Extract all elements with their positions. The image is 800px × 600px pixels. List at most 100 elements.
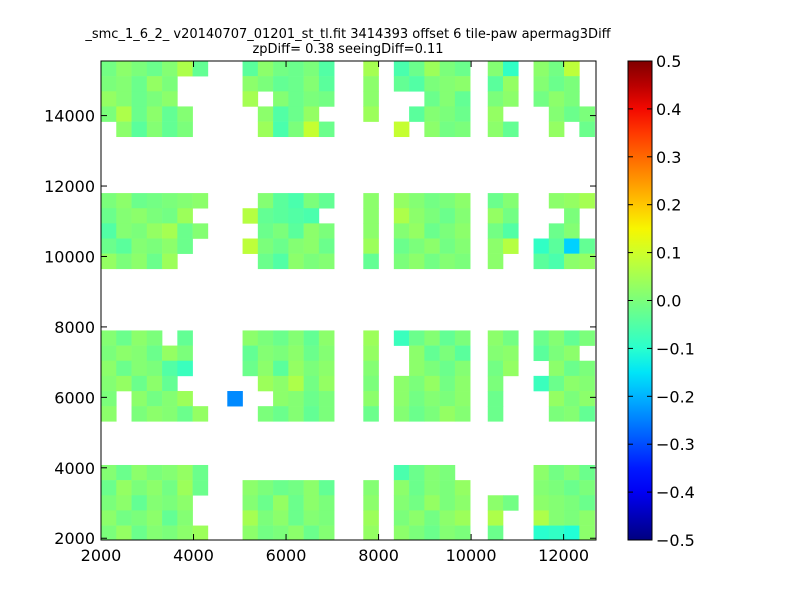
heatmap-cell bbox=[101, 61, 117, 77]
heatmap-cell bbox=[579, 510, 595, 526]
heatmap-cell bbox=[548, 330, 565, 346]
heatmap-cell bbox=[424, 208, 440, 224]
y-tick-label: 12000 bbox=[44, 177, 95, 196]
heatmap-cell bbox=[424, 238, 440, 254]
heatmap-cell bbox=[257, 495, 274, 511]
heatmap-cell bbox=[503, 193, 519, 209]
heatmap-cell bbox=[303, 238, 320, 254]
heatmap-cell bbox=[116, 360, 132, 377]
colorbar-tick-label: −0.2 bbox=[656, 387, 695, 406]
heatmap-cell bbox=[424, 464, 440, 481]
heatmap-cell bbox=[131, 510, 148, 526]
heatmap-cell bbox=[533, 61, 550, 77]
heatmap-cell bbox=[116, 76, 132, 92]
heatmap-cell bbox=[579, 330, 595, 346]
heatmap-cell bbox=[273, 208, 289, 224]
heatmap-cell bbox=[393, 208, 410, 224]
heatmap-cell bbox=[303, 360, 320, 377]
heatmap-cell bbox=[503, 223, 519, 239]
y-tick-label: 4000 bbox=[54, 459, 95, 478]
heatmap-cell bbox=[273, 193, 289, 209]
heatmap-cell bbox=[116, 61, 132, 77]
heatmap-cell bbox=[146, 223, 163, 239]
heatmap-cell bbox=[177, 464, 193, 481]
colorbar-axis: 0.5 0.4 0.3 0.2 0.1 0.0 −0.1 −0.2 −0.3 −0.4 −0.5 bbox=[628, 52, 695, 550]
heatmap-cell bbox=[131, 480, 148, 496]
heatmap-cell bbox=[454, 253, 471, 270]
heatmap-cell bbox=[533, 480, 550, 496]
heatmap-cell bbox=[564, 61, 580, 77]
heatmap-cell bbox=[503, 61, 519, 77]
heatmap-cell bbox=[579, 406, 595, 422]
heatmap-cell bbox=[439, 360, 456, 377]
heatmap-cell bbox=[503, 208, 519, 224]
heatmap-cell bbox=[393, 223, 410, 239]
x-tick-label: 12000 bbox=[538, 546, 589, 565]
heatmap-cell bbox=[454, 106, 471, 122]
heatmap-cell bbox=[101, 223, 117, 239]
heatmap-cell bbox=[318, 360, 335, 377]
heatmap-cell bbox=[116, 253, 132, 270]
heatmap-cell bbox=[363, 223, 379, 239]
heatmap-cell bbox=[101, 345, 117, 362]
heatmap-cell bbox=[548, 91, 565, 107]
y-tick-label: 2000 bbox=[54, 529, 95, 548]
heatmap-cell bbox=[177, 238, 193, 254]
heatmap-cell bbox=[273, 253, 289, 270]
heatmap-cell bbox=[177, 510, 193, 526]
heatmap-cell bbox=[424, 510, 440, 526]
heatmap-cell bbox=[101, 330, 117, 346]
heatmap-cell bbox=[242, 208, 259, 224]
heatmap-cell bbox=[303, 375, 320, 392]
heatmap-cell bbox=[487, 76, 504, 92]
heatmap-cell bbox=[257, 360, 274, 377]
heatmap-cell bbox=[439, 61, 456, 77]
heatmap-cell bbox=[548, 375, 565, 392]
heatmap-cell bbox=[273, 480, 289, 496]
heatmap-cell bbox=[131, 253, 148, 270]
heatmap-cell bbox=[487, 360, 504, 377]
y-tick-label: 6000 bbox=[54, 388, 95, 407]
heatmap-cell bbox=[162, 106, 178, 122]
heatmap-cell bbox=[303, 91, 320, 107]
heatmap-cell bbox=[288, 406, 304, 422]
heatmap-cell bbox=[487, 510, 504, 526]
heatmap-cell bbox=[162, 495, 178, 511]
heatmap-cell bbox=[579, 375, 595, 392]
heatmap-cell bbox=[424, 91, 440, 107]
heatmap-cell bbox=[487, 330, 504, 346]
heatmap-cell bbox=[454, 360, 471, 377]
heatmap-cell bbox=[454, 193, 471, 209]
heatmap-cell bbox=[318, 223, 335, 239]
heatmap-cell bbox=[288, 330, 304, 346]
heatmap-cell bbox=[564, 375, 580, 392]
heatmap-cell bbox=[439, 253, 456, 270]
heatmap-cell bbox=[424, 391, 440, 407]
heatmap-cell bbox=[503, 360, 519, 377]
heatmap-cell bbox=[424, 480, 440, 496]
heatmap-cell bbox=[131, 61, 148, 77]
heatmap-cell bbox=[318, 238, 335, 254]
heatmap-cell bbox=[487, 391, 504, 407]
heatmap-cell bbox=[533, 330, 550, 346]
heatmap-cell bbox=[393, 464, 410, 481]
heatmap-cell bbox=[131, 223, 148, 239]
x-tick-label: 6000 bbox=[266, 546, 307, 565]
heatmap-cell bbox=[533, 345, 550, 362]
heatmap-cell bbox=[454, 330, 471, 346]
x-tick-label: 10000 bbox=[446, 546, 497, 565]
heatmap-cell bbox=[116, 330, 132, 346]
heatmap-cell bbox=[579, 193, 595, 209]
heatmap-cell bbox=[487, 495, 504, 511]
heatmap-cell bbox=[409, 360, 425, 377]
heatmap-cell bbox=[131, 91, 148, 107]
heatmap-cell bbox=[393, 375, 410, 392]
heatmap-cell bbox=[146, 76, 163, 92]
heatmap-cell bbox=[393, 330, 410, 346]
heatmap-cell bbox=[303, 223, 320, 239]
heatmap-cell bbox=[288, 106, 304, 122]
heatmap-cell bbox=[146, 193, 163, 209]
heatmap-cell bbox=[131, 238, 148, 254]
heatmap-cell bbox=[318, 91, 335, 107]
heatmap-cell bbox=[564, 345, 580, 362]
